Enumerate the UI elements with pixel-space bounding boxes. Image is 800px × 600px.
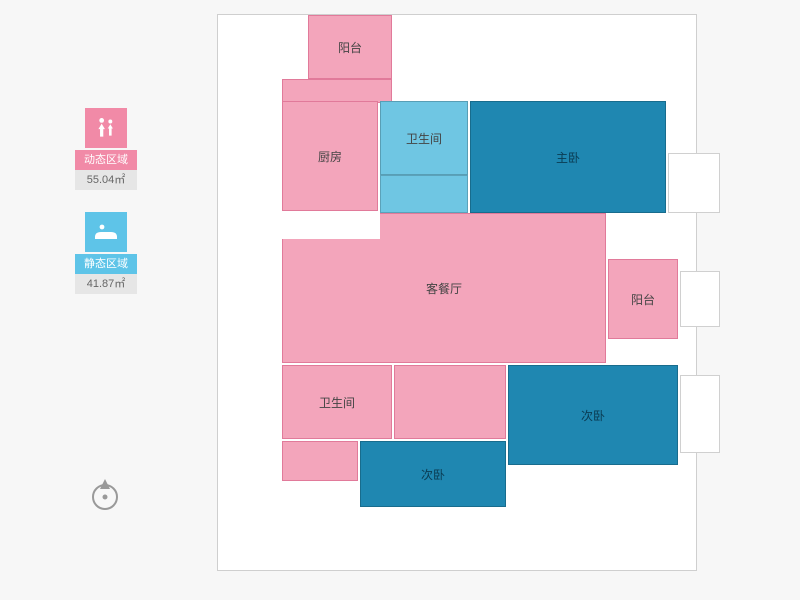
zone-legend: 动态区域 55.04㎡ 静态区域 41.87㎡: [75, 108, 137, 316]
room-label: 客餐厅: [426, 280, 462, 297]
room-卫生间: 卫生间: [380, 101, 468, 175]
zone-fill: [282, 441, 358, 481]
room-label: 厨房: [318, 148, 342, 165]
room-label: 卫生间: [319, 394, 355, 411]
legend-dynamic-label: 动态区域: [75, 150, 137, 170]
door-gap: [282, 213, 380, 239]
rest-icon: [85, 212, 127, 252]
zone-fill: [282, 79, 392, 103]
exterior-ledge: [668, 153, 720, 213]
room-主卧: 主卧: [470, 101, 666, 213]
exterior-ledge: [680, 271, 720, 327]
room-label: 主卧: [556, 149, 580, 166]
room-次卧: 次卧: [508, 365, 678, 465]
legend-dynamic-value: 55.04㎡: [75, 170, 137, 190]
room-label: 阳台: [631, 291, 655, 308]
compass-icon: [85, 475, 125, 520]
room-阳台: 阳台: [308, 15, 392, 79]
legend-static-value: 41.87㎡: [75, 274, 137, 294]
zone-fill: [394, 365, 506, 439]
people-icon: [85, 108, 127, 148]
room-阳台: 阳台: [608, 259, 678, 339]
exterior-ledge: [680, 375, 720, 453]
room-厨房: 厨房: [282, 101, 378, 211]
room-label: 次卧: [581, 407, 605, 424]
floor-plan: 阳台厨房卫生间主卧客餐厅阳台卫生间次卧次卧: [217, 14, 697, 571]
legend-static: 静态区域 41.87㎡: [75, 212, 137, 294]
room-label: 阳台: [338, 39, 362, 56]
legend-static-label: 静态区域: [75, 254, 137, 274]
zone-fill: [380, 175, 468, 213]
room-卫生间: 卫生间: [282, 365, 392, 439]
room-label: 次卧: [421, 466, 445, 483]
legend-dynamic: 动态区域 55.04㎡: [75, 108, 137, 190]
room-label: 卫生间: [406, 130, 442, 147]
room-次卧: 次卧: [360, 441, 506, 507]
